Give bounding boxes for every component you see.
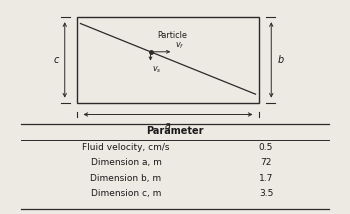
Text: Fluid velocity, cm/s: Fluid velocity, cm/s bbox=[82, 143, 170, 152]
Text: Particle: Particle bbox=[158, 31, 187, 40]
Text: 72: 72 bbox=[260, 158, 272, 167]
Text: $v_s$: $v_s$ bbox=[152, 65, 162, 75]
Text: Dimension a, m: Dimension a, m bbox=[91, 158, 161, 167]
Text: 3.5: 3.5 bbox=[259, 189, 273, 198]
Text: c: c bbox=[53, 55, 58, 65]
Text: b: b bbox=[278, 55, 284, 65]
Text: Dimension b, m: Dimension b, m bbox=[90, 174, 162, 183]
Bar bbox=[77, 17, 259, 103]
Text: $v_f$: $v_f$ bbox=[175, 40, 184, 51]
Text: a: a bbox=[165, 121, 171, 131]
Text: Dimension c, m: Dimension c, m bbox=[91, 189, 161, 198]
Text: 0.5: 0.5 bbox=[259, 143, 273, 152]
Text: Parameter: Parameter bbox=[146, 126, 204, 136]
Text: 1.7: 1.7 bbox=[259, 174, 273, 183]
